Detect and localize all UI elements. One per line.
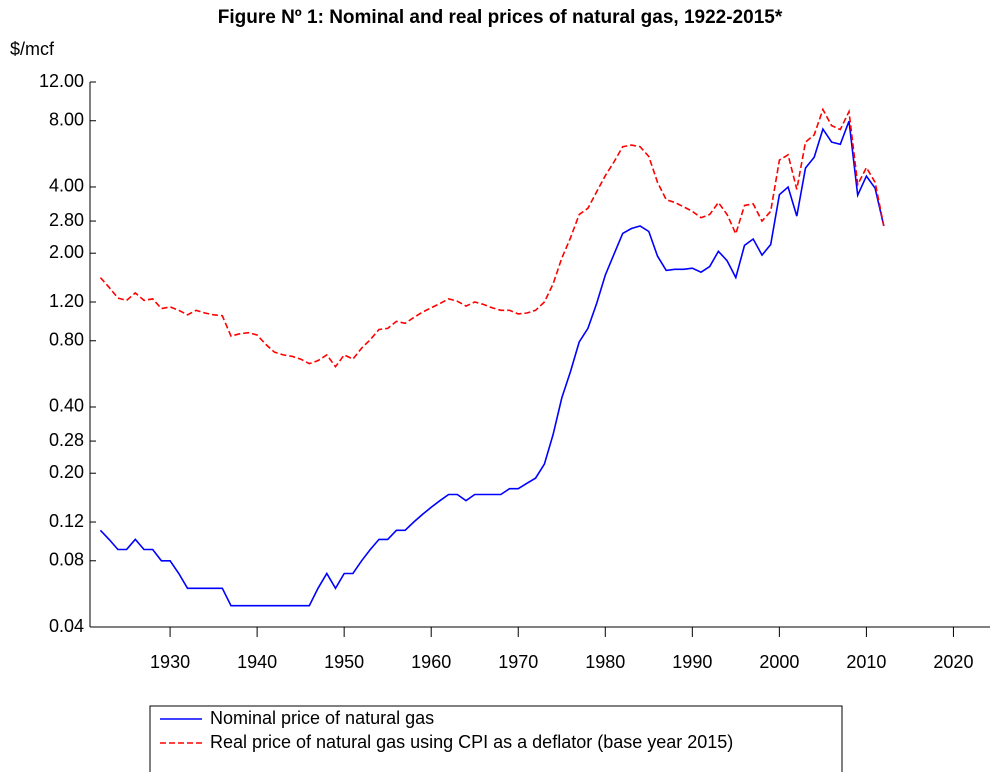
x-tick-label: 1930 [150, 652, 190, 672]
y-tick-label: 12.00 [39, 71, 84, 91]
legend-label: Real price of natural gas using CPI as a… [210, 732, 733, 752]
x-tick-label: 1950 [324, 652, 364, 672]
y-tick-label: 0.40 [49, 396, 84, 416]
legend-box [149, 705, 843, 772]
y-tick-label: 0.20 [49, 462, 84, 482]
y-tick-label: 2.00 [49, 242, 84, 262]
y-axis-label: $/mcf [10, 39, 55, 59]
x-tick-label: 2010 [846, 652, 886, 672]
y-tick-label: 0.80 [49, 330, 84, 350]
y-tick-label: 2.80 [49, 210, 84, 230]
y-tick-label: 8.00 [49, 109, 84, 129]
series-line [99, 107, 885, 369]
y-tick-label: 0.04 [49, 616, 84, 636]
y-tick-label: 0.08 [49, 550, 84, 570]
x-tick-label: 2000 [759, 652, 799, 672]
x-tick-label: 1990 [672, 652, 712, 672]
y-tick-label: 1.20 [49, 291, 84, 311]
y-tick-label: 4.00 [49, 176, 84, 196]
x-tick-label: 1960 [411, 652, 451, 672]
x-tick-label: 1940 [237, 652, 277, 672]
x-tick-label: 1980 [585, 652, 625, 672]
chart-title: Figure Nº 1: Nominal and real prices of … [218, 7, 783, 28]
legend-label: Nominal price of natural gas [210, 708, 434, 728]
series-line [99, 120, 885, 607]
x-tick-label: 1970 [498, 652, 538, 672]
y-tick-label: 0.12 [49, 511, 84, 531]
x-tick-label: 2020 [933, 652, 973, 672]
y-tick-label: 0.28 [49, 430, 84, 450]
